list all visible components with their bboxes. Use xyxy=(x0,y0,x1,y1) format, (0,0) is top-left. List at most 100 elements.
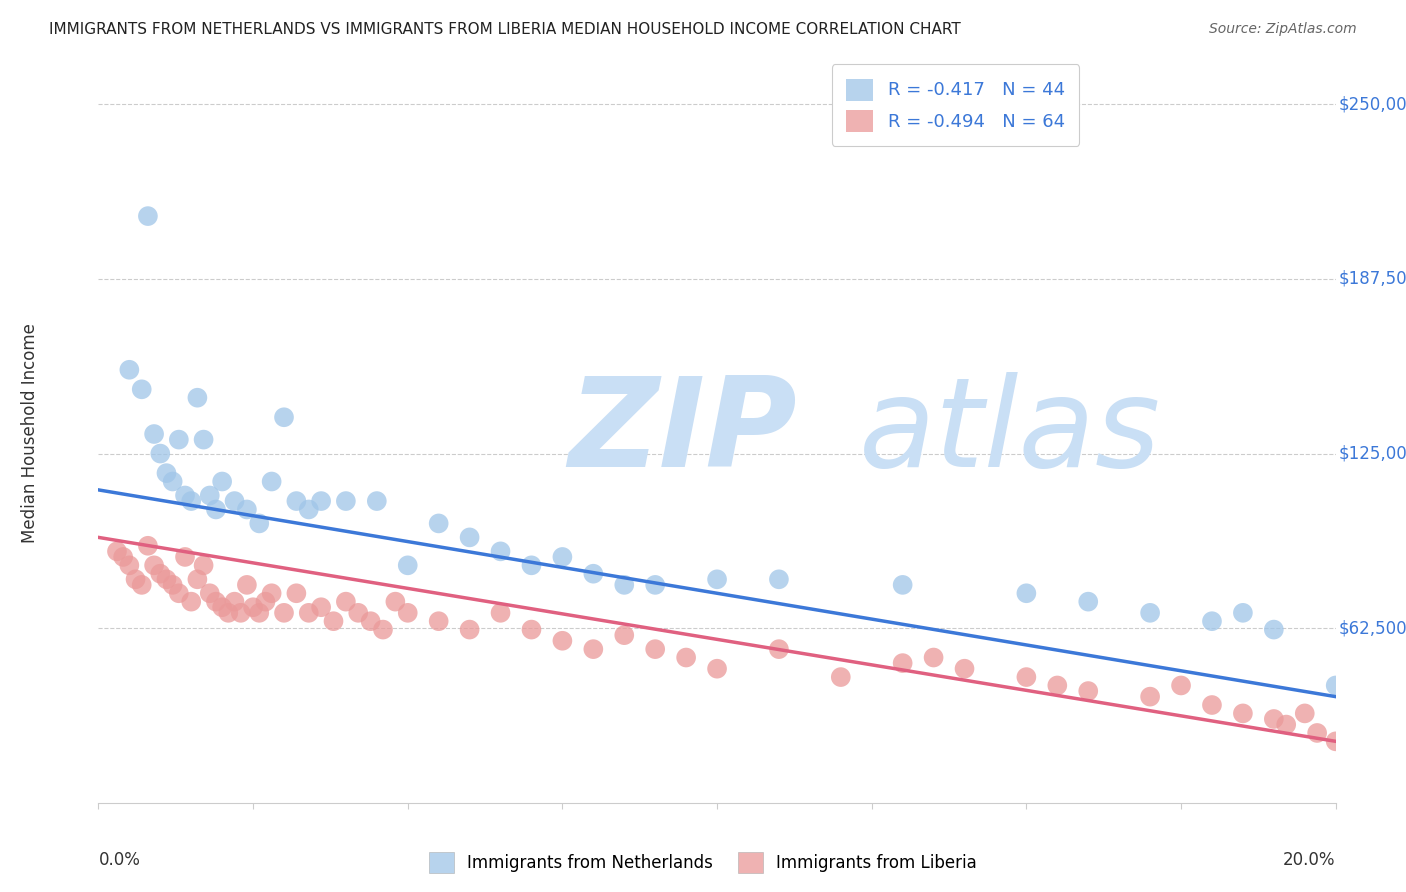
Point xyxy=(186,572,208,586)
Point xyxy=(644,642,666,657)
Point xyxy=(167,586,190,600)
Point xyxy=(706,572,728,586)
Point xyxy=(174,488,197,502)
Point xyxy=(830,670,852,684)
Point xyxy=(458,530,481,544)
Point xyxy=(1015,586,1038,600)
Point xyxy=(180,494,202,508)
Point xyxy=(273,410,295,425)
Text: Source: ZipAtlas.com: Source: ZipAtlas.com xyxy=(1209,22,1357,37)
Point xyxy=(162,578,184,592)
Point xyxy=(371,623,394,637)
Text: atlas: atlas xyxy=(859,372,1161,493)
Point xyxy=(242,600,264,615)
Point xyxy=(155,466,177,480)
Point xyxy=(298,502,321,516)
Point xyxy=(205,594,228,608)
Point xyxy=(118,363,141,377)
Point xyxy=(1306,726,1329,740)
Point xyxy=(149,446,172,460)
Point xyxy=(1275,717,1298,731)
Point xyxy=(174,549,197,564)
Text: 0.0%: 0.0% xyxy=(98,851,141,869)
Point xyxy=(613,628,636,642)
Point xyxy=(155,572,177,586)
Point xyxy=(427,516,450,531)
Point xyxy=(247,516,270,531)
Point xyxy=(247,606,270,620)
Text: $125,000: $125,000 xyxy=(1339,444,1406,463)
Point xyxy=(112,549,135,564)
Point xyxy=(396,606,419,620)
Point xyxy=(675,650,697,665)
Point xyxy=(193,558,215,573)
Point xyxy=(1077,684,1099,698)
Point xyxy=(136,539,159,553)
Point xyxy=(217,606,239,620)
Point xyxy=(236,578,259,592)
Point xyxy=(118,558,141,573)
Point xyxy=(211,600,233,615)
Point xyxy=(136,209,159,223)
Point xyxy=(1077,594,1099,608)
Legend: Immigrants from Netherlands, Immigrants from Liberia: Immigrants from Netherlands, Immigrants … xyxy=(422,846,984,880)
Point xyxy=(309,494,332,508)
Text: 20.0%: 20.0% xyxy=(1284,851,1336,869)
Point xyxy=(124,572,146,586)
Point xyxy=(489,544,512,558)
Point xyxy=(131,382,153,396)
Point xyxy=(198,488,221,502)
Point xyxy=(768,572,790,586)
Point xyxy=(1201,614,1223,628)
Point xyxy=(335,494,357,508)
Point xyxy=(891,578,914,592)
Point xyxy=(260,586,283,600)
Point xyxy=(143,427,166,442)
Point xyxy=(1324,678,1347,692)
Point xyxy=(285,494,308,508)
Point xyxy=(1015,670,1038,684)
Point xyxy=(551,549,574,564)
Point xyxy=(105,544,128,558)
Point xyxy=(520,558,543,573)
Point xyxy=(273,606,295,620)
Point xyxy=(458,623,481,637)
Point xyxy=(551,633,574,648)
Point xyxy=(360,614,382,628)
Point xyxy=(891,656,914,670)
Point xyxy=(254,594,277,608)
Point xyxy=(1294,706,1316,721)
Text: $250,000: $250,000 xyxy=(1339,95,1406,113)
Point xyxy=(193,433,215,447)
Point xyxy=(384,594,406,608)
Point xyxy=(236,502,259,516)
Point xyxy=(131,578,153,592)
Point xyxy=(1232,606,1254,620)
Point xyxy=(347,606,370,620)
Point xyxy=(1170,678,1192,692)
Point xyxy=(366,494,388,508)
Point xyxy=(613,578,636,592)
Point xyxy=(582,642,605,657)
Point xyxy=(298,606,321,620)
Point xyxy=(1139,690,1161,704)
Point xyxy=(1232,706,1254,721)
Point xyxy=(149,566,172,581)
Point xyxy=(1324,734,1347,748)
Point xyxy=(706,662,728,676)
Point xyxy=(260,475,283,489)
Point xyxy=(1263,712,1285,726)
Point xyxy=(167,433,190,447)
Point xyxy=(489,606,512,620)
Point xyxy=(211,475,233,489)
Point xyxy=(224,594,246,608)
Point xyxy=(224,494,246,508)
Point xyxy=(396,558,419,573)
Point xyxy=(162,475,184,489)
Point xyxy=(335,594,357,608)
Point xyxy=(322,614,344,628)
Point xyxy=(205,502,228,516)
Point xyxy=(1139,606,1161,620)
Text: ZIP: ZIP xyxy=(568,372,797,493)
Text: IMMIGRANTS FROM NETHERLANDS VS IMMIGRANTS FROM LIBERIA MEDIAN HOUSEHOLD INCOME C: IMMIGRANTS FROM NETHERLANDS VS IMMIGRANT… xyxy=(49,22,960,37)
